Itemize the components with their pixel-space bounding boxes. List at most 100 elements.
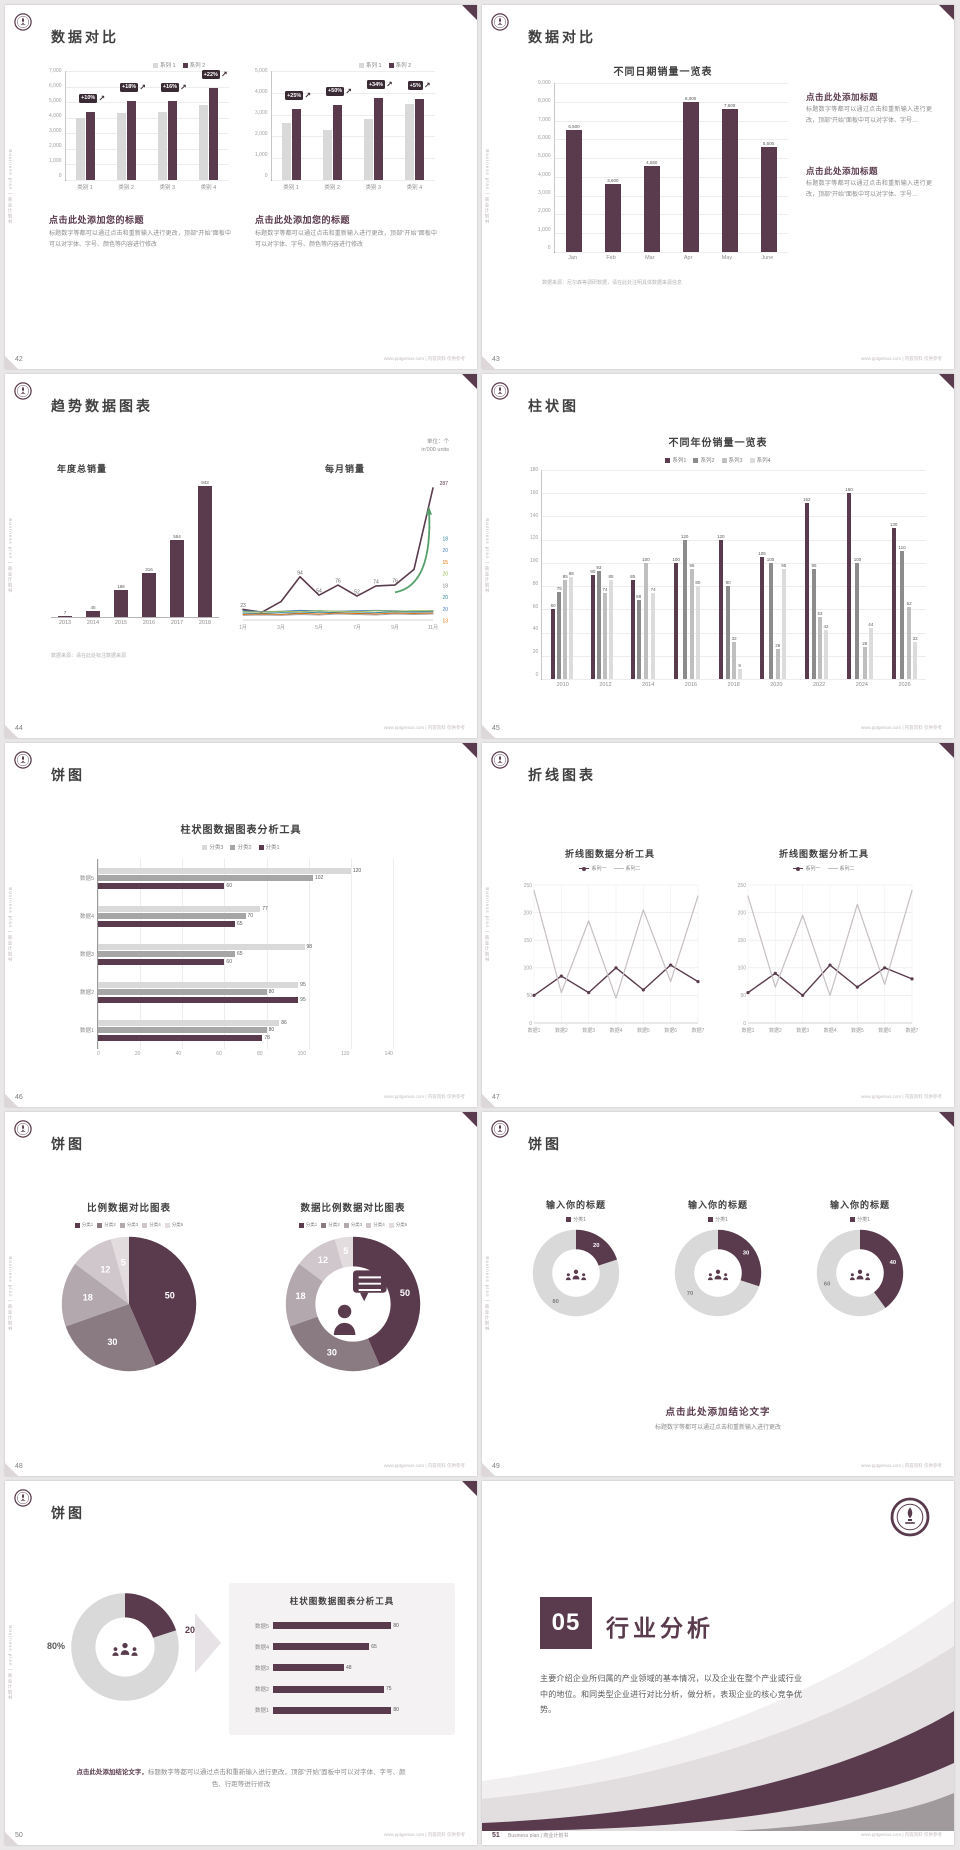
- chart-title: 数据比例数据对比图表: [300, 1203, 406, 1214]
- bar-segment: [760, 557, 764, 679]
- corner-triangle-icon: [482, 1094, 495, 1107]
- svg-text:100: 100: [738, 966, 747, 972]
- svg-text:数据3: 数据3: [582, 1027, 595, 1034]
- chart-legend: 分类1: [512, 1216, 640, 1223]
- svg-text:3月: 3月: [277, 625, 285, 631]
- bar-segment: [333, 104, 343, 180]
- svg-text:0: 0: [743, 1021, 746, 1027]
- svg-text:20: 20: [593, 1243, 600, 1249]
- svg-text:54: 54: [316, 589, 322, 595]
- svg-text:数据6: 数据6: [664, 1027, 677, 1034]
- slide-46[interactable]: Business plan | 商业计划书 饼图 柱状图数据图表分析工具 分类3…: [5, 743, 477, 1107]
- bar-segment: [855, 562, 860, 679]
- bar-segment: [775, 648, 780, 679]
- svg-text:数据2: 数据2: [555, 1027, 568, 1034]
- block-heading: 点击此处添加您的标题: [255, 215, 351, 225]
- svg-text:52: 52: [354, 590, 360, 596]
- bar-segment: [862, 646, 867, 679]
- chart-legend: 分类3 分类2 分类1: [91, 843, 391, 851]
- slide-48[interactable]: Business plan | 商业计划书 饼图 比例数据对比图表 分类1 分类2…: [5, 1112, 477, 1476]
- chart-title: 每月销量: [324, 464, 365, 474]
- emblem-logo-icon: [14, 1489, 32, 1507]
- svg-text:76: 76: [392, 579, 398, 585]
- svg-text:数据2: 数据2: [769, 1027, 782, 1034]
- sidebar-watermark: Business plan | 商业计划书: [8, 887, 13, 963]
- svg-text:200: 200: [738, 910, 747, 916]
- svg-text:数据7: 数据7: [906, 1027, 918, 1034]
- conclusion-heading: 点击此处添加结论文字: [665, 1407, 771, 1418]
- block-body: 标题数字等都可以通过点击和重新输入进行更改，顶部“开始”面板中可以对字体、字号…: [806, 181, 932, 198]
- bar-segment: [563, 580, 568, 679]
- page-number: 48: [15, 1463, 23, 1470]
- legend-item: 分类5: [388, 1222, 407, 1228]
- slide-44[interactable]: Business plan | 商业计划书 趋势数据图表 单位：个 in'000…: [5, 374, 477, 738]
- footer-url: www.pptgenius.com | 内容资料 仅供参考: [384, 725, 465, 730]
- corner-triangle-icon: [482, 725, 495, 738]
- svg-text:40: 40: [890, 1260, 897, 1266]
- bar-segment: [374, 98, 384, 180]
- svg-text:18: 18: [442, 536, 448, 542]
- slide-50[interactable]: Business plan | 商业计划书 饼图 80% 20% 柱状图数据图表…: [5, 1481, 477, 1845]
- slide-42[interactable]: Business plan | 商业计划书 数据对比 系列 1 系列 2 系列 1…: [5, 5, 477, 369]
- sidebar-watermark: Business plan | 商业计划书: [8, 518, 13, 594]
- block-heading: 点击此处添加您的标题: [49, 215, 145, 225]
- percent-label: 20%: [185, 1625, 204, 1635]
- legend-item: 系列二: [613, 865, 641, 872]
- corner-triangle-icon: [462, 1481, 477, 1496]
- bar-segment: 86: [98, 1019, 287, 1026]
- page-number: 43: [492, 356, 500, 363]
- bar-segment: [199, 105, 209, 180]
- bar-segment: [602, 593, 607, 679]
- curve-decoration: [482, 1601, 954, 1831]
- corner-triangle-icon: [462, 5, 477, 20]
- bar-segment: [158, 111, 168, 180]
- bar-segment: 70: [98, 913, 253, 919]
- bar-segment: 95: [98, 981, 306, 988]
- svg-text:250: 250: [524, 883, 533, 889]
- legend-item: 分类4: [142, 1222, 161, 1228]
- footer-url: www.pptgenius.com | 内容资料 仅供参考: [861, 1463, 942, 1468]
- bar-segment: 80: [98, 989, 274, 995]
- svg-text:数据4: 数据4: [610, 1027, 623, 1034]
- svg-text:数据1: 数据1: [742, 1027, 755, 1034]
- pie-slice: [576, 1229, 618, 1266]
- bar-segment: [804, 502, 809, 679]
- bar-segment: [170, 540, 184, 617]
- pie-slice: [285, 1263, 323, 1327]
- slide-49[interactable]: Business plan | 商业计划书 饼图 输入你的标题 分类1 20 80…: [482, 1112, 954, 1476]
- pie-slice: [71, 1593, 179, 1701]
- panel-title: 柱状图数据图表分析工具: [289, 1596, 395, 1606]
- svg-text:数据4: 数据4: [824, 1027, 837, 1034]
- bar-segment: [415, 99, 425, 180]
- unit-line: in'000 units: [421, 447, 449, 454]
- bar-segment: [846, 493, 851, 679]
- unit-line: 单位：个: [426, 439, 449, 445]
- sidebar-watermark: Business plan | 商业计划书: [8, 1256, 13, 1332]
- legend-item: 分类1: [298, 1222, 317, 1228]
- svg-text:50: 50: [165, 1290, 175, 1300]
- slide-51[interactable]: 05 行业分析 主要介绍企业所归属的产业领域的基本情况，以及企业在整个产业或行业…: [482, 1481, 954, 1845]
- svg-text:11月: 11月: [428, 625, 438, 631]
- svg-text:12: 12: [318, 1255, 328, 1265]
- svg-text:5: 5: [121, 1258, 126, 1268]
- bar-segment: 65: [98, 951, 243, 957]
- page-number: 45: [492, 725, 500, 732]
- slide-47[interactable]: Business plan | 商业计划书 折线图表 折线图数据分析工具 系列一…: [482, 743, 954, 1107]
- legend-item: 分类1: [566, 1216, 586, 1223]
- slide-43[interactable]: Business plan | 商业计划书 数据对比 不同日期销量一览表 9,0…: [482, 5, 954, 369]
- block-body: 标题数字等都可以通过点击和重新输入进行更改，顶部“开始”面板中可以对字体、字号、…: [255, 231, 437, 248]
- donut-chart: 30 70: [673, 1228, 763, 1318]
- pie-slice: [334, 1236, 353, 1268]
- slide-45[interactable]: Business plan | 商业计划书 柱状图 不同年份销量一览表 系列1 系…: [482, 374, 954, 738]
- legend-item: 分类2: [230, 843, 252, 851]
- corner-triangle-icon: [5, 725, 18, 738]
- slide-title: 数据对比: [51, 29, 119, 45]
- block-heading: 点击此处添加标题: [806, 92, 879, 102]
- pie-slice: [816, 1229, 886, 1317]
- bar-segment: [781, 568, 786, 679]
- legend-item: 系列一: [793, 865, 821, 872]
- bar-segment: [58, 616, 72, 617]
- footer-url: www.pptgenius.com | 内容资料 仅供参考: [861, 356, 942, 361]
- slide-title: 饼图: [51, 1136, 85, 1152]
